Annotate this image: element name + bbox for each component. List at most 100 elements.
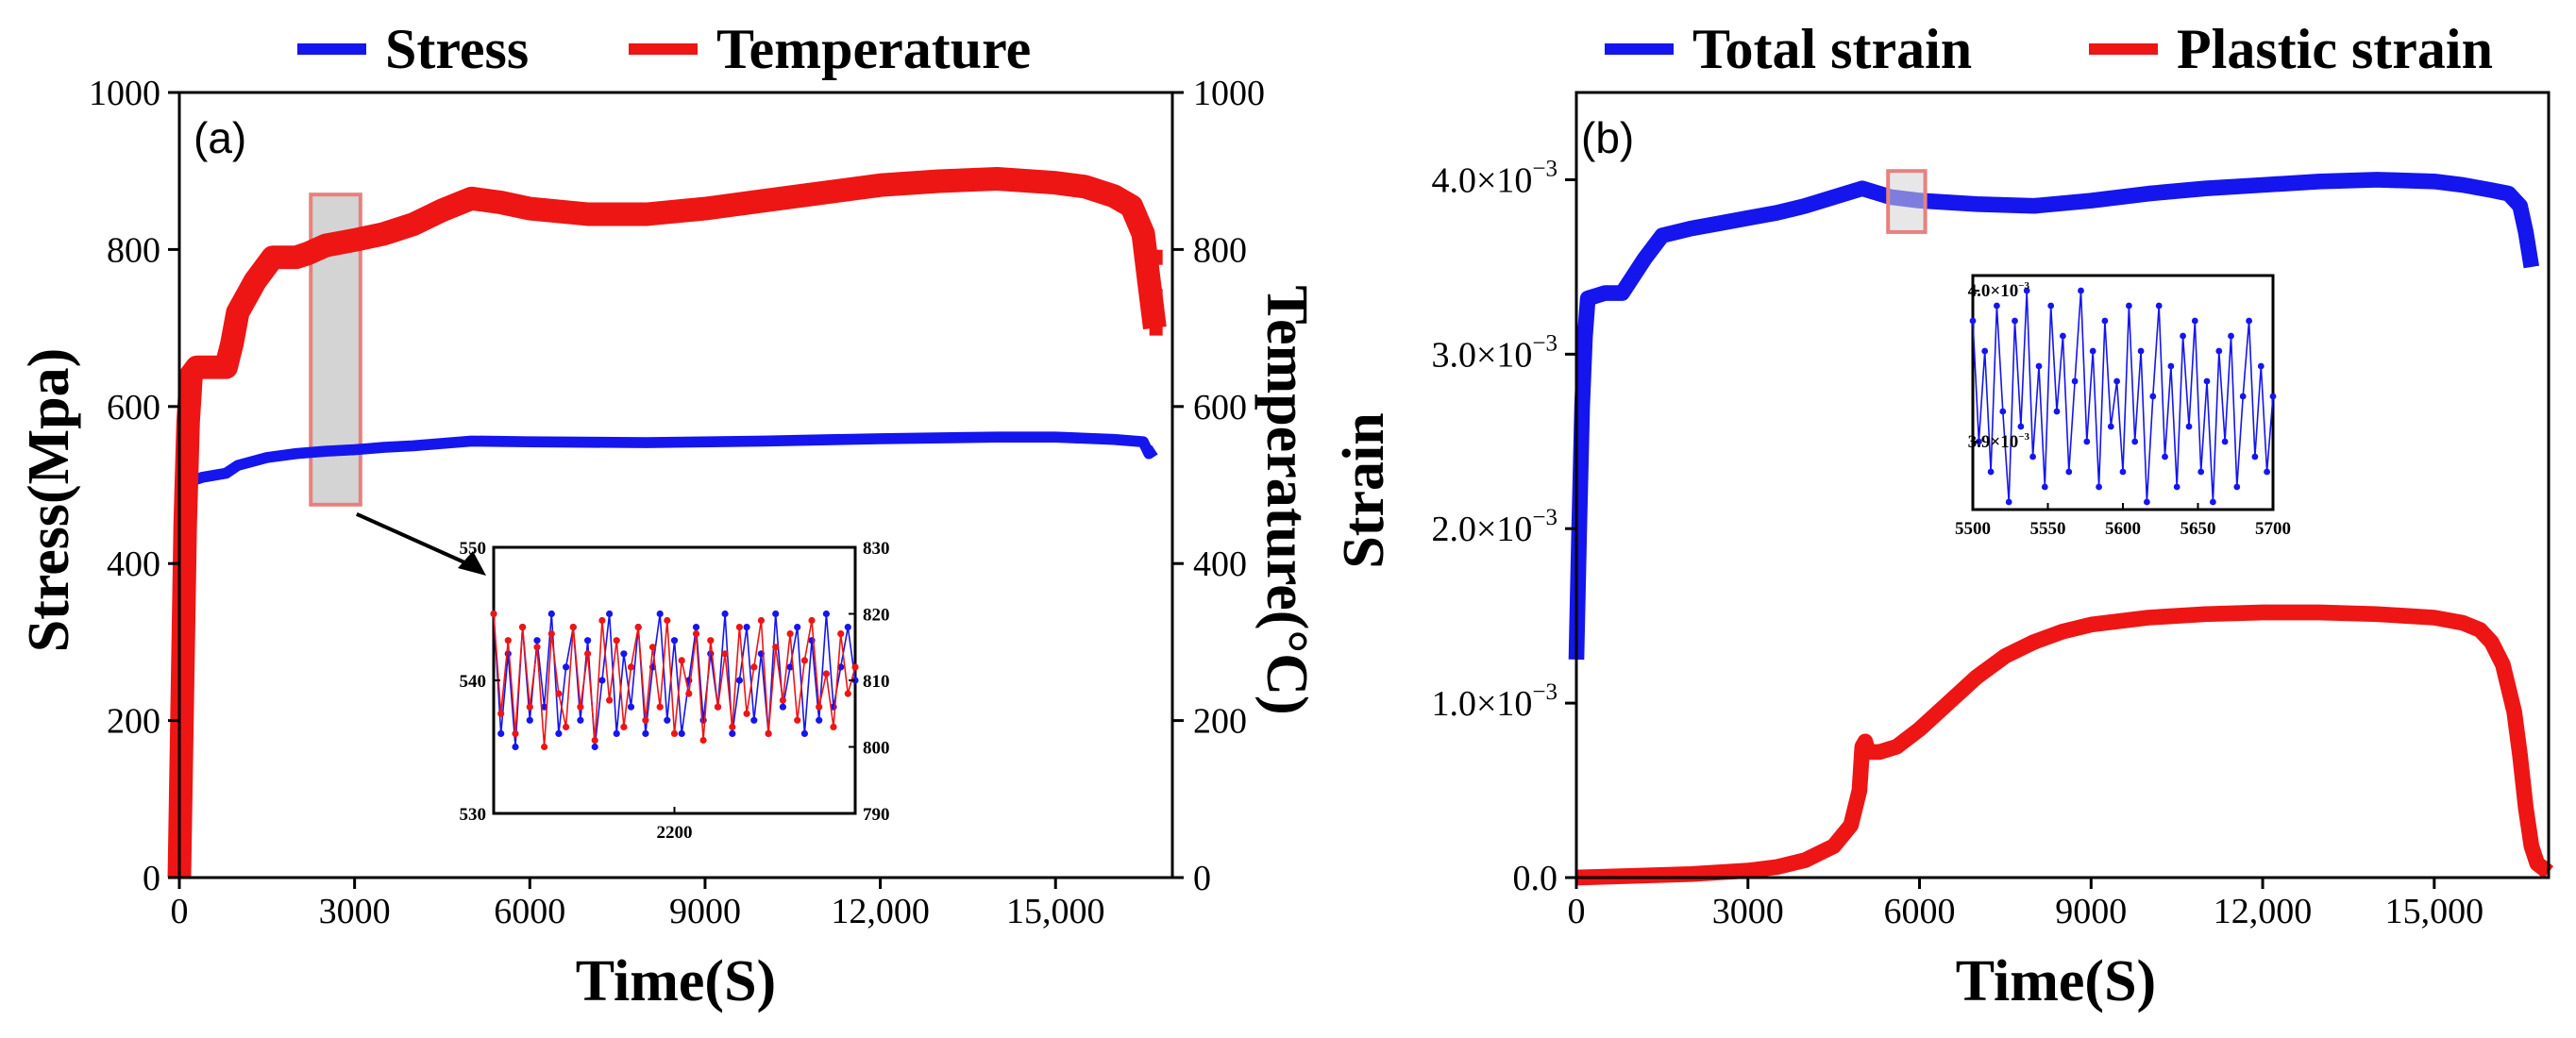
inset-stress-point	[656, 610, 664, 618]
inset-total-strain-point	[2246, 317, 2253, 325]
y-axis-title-temperature: Temperature(°C)	[1254, 285, 1319, 714]
inset-stress-point	[504, 650, 512, 658]
inset-temperature-point	[794, 716, 801, 724]
inset-temperature-point	[563, 723, 570, 731]
inset-total-strain-point	[2185, 423, 2193, 430]
inset-stress-point	[786, 663, 794, 671]
inset-b-y-tick-label: 3.9×10−3	[1968, 431, 2030, 452]
y2-tick-label-a: 0	[1193, 859, 1211, 898]
inset-total-strain-point	[2180, 332, 2187, 340]
inset-total-strain-point	[2167, 362, 2175, 370]
inset-temperature-point	[721, 650, 729, 658]
inset-total-strain-point	[2041, 483, 2048, 491]
inset-total-strain-point	[2162, 453, 2168, 460]
inset-total-strain-point	[2215, 347, 2223, 355]
inset-stress-point	[533, 637, 541, 645]
inset-temperature-point	[678, 657, 685, 664]
inset-stress-point	[526, 716, 533, 724]
x-tick-label-a: 3000	[319, 892, 391, 931]
inset-b-x-tick-label: 5500	[1955, 519, 1991, 539]
x-tick-label-a: 15,000	[1006, 892, 1105, 931]
inset-temperature-point	[656, 703, 664, 711]
temperature-end-point	[1149, 249, 1163, 265]
inset-temperature-point	[627, 663, 635, 671]
y-tick-label-a: 1000	[89, 74, 160, 113]
inset-total-strain-point	[2251, 453, 2259, 460]
inset-temperature-point	[830, 723, 837, 731]
inset-stress-point	[591, 743, 598, 751]
inset-temperature-point	[837, 630, 845, 638]
inset-temperature-point	[664, 616, 671, 625]
inset-temperature-point	[786, 630, 794, 638]
x-tick-label-b: 0	[1568, 892, 1586, 931]
y-tick-label-b: 3.0×10−3	[1431, 330, 1557, 375]
inset-arrow-head	[458, 551, 486, 576]
inset-stress-point	[800, 729, 809, 738]
x-tick-label-a: 0	[171, 892, 189, 931]
y2-tick-label-a: 400	[1193, 544, 1247, 584]
inset-temperature-point	[816, 703, 823, 711]
plot-area-a: 0 3000 6000 9000 12,000 15,000020040060080010…	[89, 74, 1265, 931]
panel-a: Stress Temperature Stress(Mpa) Temperatu…	[17, 18, 1319, 1013]
inset-total-strain-point	[2101, 317, 2109, 325]
x-tick-label-b: 12,000	[2214, 892, 2313, 931]
inset-total-strain-point	[2005, 498, 2012, 506]
inset-temperature-point	[512, 729, 519, 738]
inset-total-strain-point	[2144, 498, 2150, 506]
inset-y-tick-label: 540	[460, 672, 487, 692]
inset-total-strain-point	[2233, 483, 2241, 491]
inset-stress-point	[678, 729, 685, 738]
x-tick-label-a: 12,000	[831, 892, 930, 931]
plot-area-b: 0 3000 6000 9000 12,000 15,000 0.0 1.0×10−3 2.0×…	[1431, 91, 2554, 931]
y-tick-label-a: 800	[107, 230, 160, 270]
inset-temperature-point	[591, 736, 598, 745]
legend-temperature-label: Temperature	[716, 18, 1031, 80]
inset-y2-tick-label: 790	[863, 805, 890, 825]
x-tick-label-a: 9000	[669, 892, 741, 931]
inset-total-strain-point	[2269, 393, 2277, 400]
y-tick-label-a: 0	[143, 859, 160, 898]
inset-stress-point	[642, 729, 649, 738]
inset-temperature-point	[772, 644, 780, 651]
inset-stress-point	[750, 716, 758, 724]
inset-b-x-tick-label: 5650	[2180, 519, 2216, 539]
inset-stress-point	[794, 624, 801, 631]
y-tick-label-b: 4.0×10−3	[1431, 156, 1557, 200]
x-tick-label-b: 3000	[1712, 892, 1784, 931]
inset-temperature-point	[519, 624, 527, 631]
y2-tick-label-a: 200	[1193, 702, 1247, 742]
inset-b-x-tick-label: 5550	[2030, 519, 2066, 539]
inset-total-strain-point	[2239, 393, 2247, 400]
inset-temperature-point	[533, 644, 541, 651]
y-tick-label-b: 0.0	[1513, 859, 1558, 898]
inset-total-strain-point	[2149, 393, 2157, 400]
inset-total-strain-point	[2089, 347, 2096, 355]
series-plastic-strain-line	[1575, 604, 2554, 886]
inset-temperature-point	[497, 710, 505, 717]
inset-y2-tick-label: 800	[863, 739, 890, 759]
x-tick-label-b: 9000	[2055, 892, 2127, 931]
inset-total-strain-point	[2221, 438, 2229, 445]
inset-temperature-point	[598, 616, 606, 625]
inset-temperature-point	[808, 616, 816, 625]
inset-total-strain-point	[2197, 468, 2205, 476]
highlight-box-b	[1886, 169, 1928, 234]
inset-temperature-point	[822, 670, 831, 678]
inset-temperature-point	[490, 610, 497, 618]
inset-total-strain-point	[2173, 483, 2180, 491]
inset-temperature-point	[577, 703, 584, 711]
inset-temperature-point	[779, 696, 787, 704]
inset-total-strain-point	[2113, 377, 2121, 385]
inset-total-strain-point	[2119, 468, 2127, 476]
inset-total-strain-point	[2012, 317, 2018, 325]
inset-temperature-point	[765, 729, 772, 738]
inset-stress-point	[844, 624, 851, 631]
panel-label-b: (b)	[1581, 113, 1634, 162]
inset-stress-point	[555, 729, 563, 738]
inset-total-strain-point	[2107, 423, 2114, 430]
inset-y2-tick-label: 820	[863, 606, 890, 626]
inset-stress-point	[606, 610, 614, 618]
inset-total-strain-point	[2029, 453, 2037, 460]
inset-temperature-point	[555, 690, 563, 697]
